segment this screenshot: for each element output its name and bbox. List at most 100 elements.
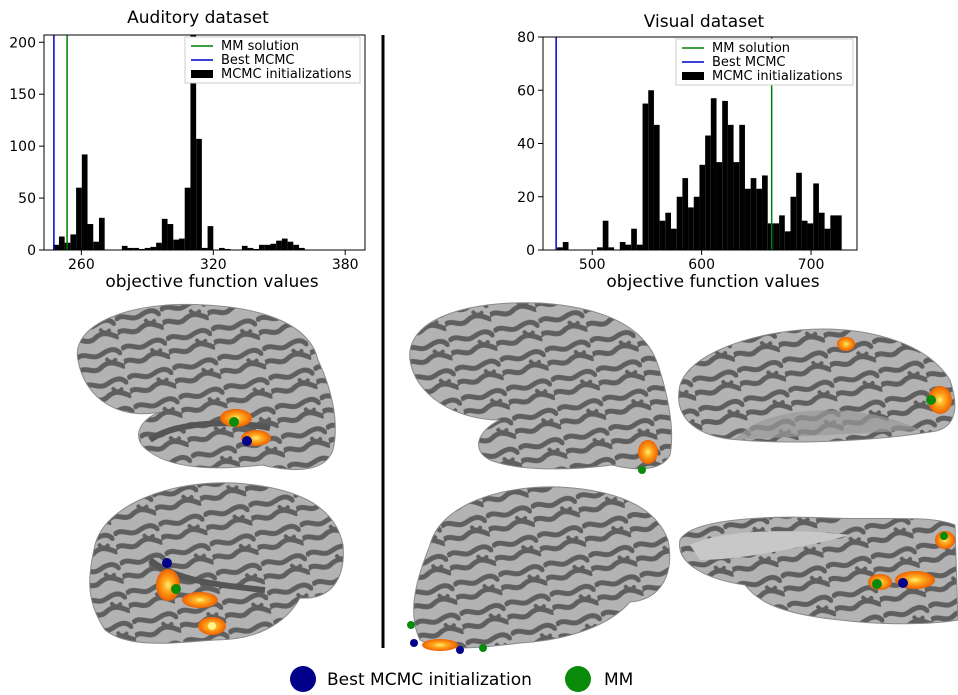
histogram-bars	[557, 90, 842, 251]
plot-frame	[43, 34, 366, 251]
legend-label: MM solution	[221, 39, 299, 54]
legend-swatch	[191, 70, 213, 78]
histogram-bar	[93, 241, 99, 250]
histogram-bar	[790, 196, 797, 250]
x-tick-label: 700	[798, 257, 825, 273]
histogram-bar	[659, 220, 666, 250]
histogram-bar	[653, 124, 660, 250]
legend-label: MCMC initializations	[221, 67, 352, 82]
y-axis-ticks: 0 20 40 60 80	[517, 30, 543, 259]
histogram-bar	[750, 178, 757, 250]
histogram-bar	[293, 244, 300, 250]
histogram-bar	[818, 212, 825, 250]
histogram-bar	[190, 35, 197, 250]
y-tick-label: 60	[517, 83, 535, 99]
histogram-bar	[241, 245, 248, 250]
histogram-bar	[138, 248, 145, 250]
y-tick-label: 50	[18, 191, 36, 207]
x-axis-label: objective function values	[105, 272, 318, 292]
histogram-bar	[824, 228, 831, 250]
histogram-bar	[693, 196, 700, 250]
histogram-bar	[173, 239, 179, 250]
mm-marker	[872, 579, 882, 589]
histogram-bar	[608, 247, 615, 250]
histogram-bar	[625, 244, 632, 250]
histogram-bar	[727, 124, 734, 250]
mm-legend-label: MM	[604, 670, 633, 690]
histogram-bar	[270, 243, 277, 250]
histogram-bar	[167, 224, 174, 250]
histogram-bar	[739, 124, 745, 250]
histogram-bar	[773, 223, 780, 250]
histogram-bar	[127, 247, 134, 250]
histogram-bar	[801, 220, 808, 250]
y-tick-label: 20	[517, 190, 535, 206]
best-mcmc-marker	[456, 646, 464, 654]
histogram-bar	[762, 175, 768, 250]
histogram-bar	[699, 164, 706, 250]
x-axis-label: objective function values	[606, 272, 819, 292]
x-tick-label: 380	[332, 257, 359, 273]
reference-lines	[53, 35, 68, 250]
mm-swatch	[565, 666, 591, 692]
histogram-bar	[121, 245, 128, 250]
histogram-bar	[156, 242, 162, 250]
histogram-bar	[813, 183, 819, 250]
histogram-bar	[767, 223, 774, 250]
mm-marker	[407, 621, 415, 629]
histogram-bars	[53, 35, 305, 250]
histogram-bar	[276, 240, 282, 250]
visual-brain-top-left	[409, 302, 673, 474]
histogram-bar	[631, 228, 637, 250]
y-tick-label: 0	[526, 243, 535, 259]
histogram-bar	[207, 226, 214, 250]
best-mcmc-marker	[162, 558, 172, 568]
histogram-bar	[619, 242, 626, 250]
legend-box	[675, 38, 854, 86]
histogram-bar	[184, 187, 191, 250]
y-tick-label: 0	[27, 243, 36, 259]
histogram-bar	[796, 172, 802, 250]
best-mcmc-legend-label: Best MCMC initialization	[327, 670, 532, 690]
histogram-bar	[253, 248, 260, 250]
histogram-bar	[161, 218, 168, 250]
x-axis-ticks: 260 320 380	[68, 250, 359, 273]
legend-label: Best MCMC	[712, 55, 786, 70]
histogram-bar	[671, 228, 677, 250]
histogram-bar	[807, 223, 814, 250]
histogram-bar	[219, 247, 225, 250]
y-tick-label: 150	[9, 87, 36, 103]
mm-marker	[926, 395, 936, 405]
histogram-bar	[636, 244, 643, 250]
best-mcmc-marker	[242, 436, 252, 446]
histogram-bar	[58, 236, 65, 250]
histogram-bar	[76, 187, 82, 250]
y-tick-label: 200	[9, 35, 36, 51]
histogram-bar	[602, 220, 609, 250]
histogram-bar	[281, 238, 288, 250]
mm-marker	[229, 417, 239, 427]
histogram-bar	[98, 217, 105, 250]
x-tick-label: 600	[688, 257, 715, 273]
visual-brain-top-right	[678, 328, 956, 443]
x-axis-ticks: 500 600 700	[579, 250, 825, 273]
best-mcmc-marker	[410, 639, 418, 647]
histogram-bar	[756, 188, 763, 250]
x-tick-label: 320	[200, 257, 227, 273]
mm-marker	[638, 466, 646, 474]
histogram-bar	[259, 244, 265, 250]
histogram-bar	[224, 248, 231, 250]
histogram-bar	[150, 246, 157, 250]
chart-title: Auditory dataset	[127, 8, 269, 28]
histogram-bar	[710, 98, 717, 250]
histogram-bar	[716, 162, 723, 250]
legend-label: MCMC initializations	[712, 69, 843, 84]
legend-label: MM solution	[712, 41, 790, 56]
histogram-bar	[557, 247, 563, 250]
y-tick-label: 40	[517, 137, 535, 153]
histogram-bar	[688, 207, 694, 250]
